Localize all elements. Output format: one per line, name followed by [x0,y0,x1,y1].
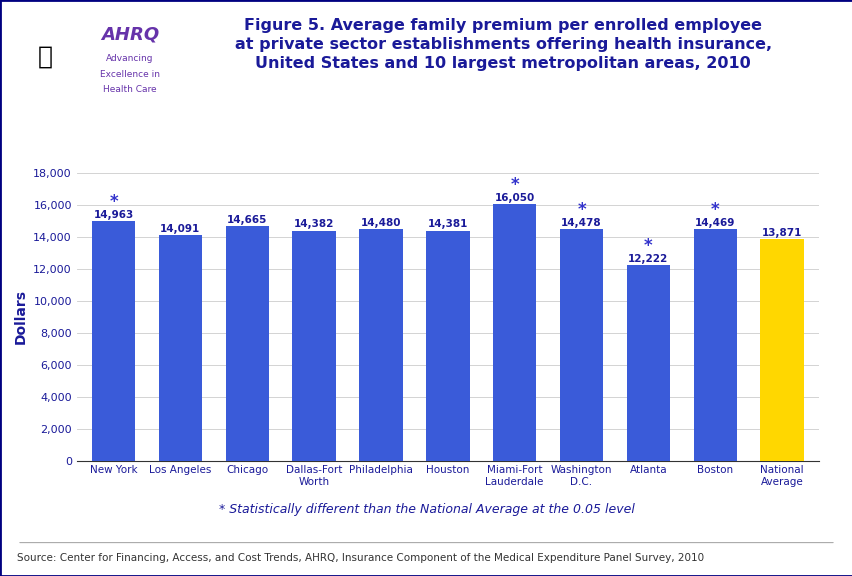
Text: *: * [109,194,118,211]
Text: Health Care: Health Care [103,85,157,94]
Bar [225,226,268,461]
Text: 14,091: 14,091 [160,224,200,234]
Text: 16,050: 16,050 [494,193,534,203]
Text: at private sector establishments offering health insurance,: at private sector establishments offerin… [234,37,771,52]
Text: 12,222: 12,222 [628,254,668,264]
Text: 14,382: 14,382 [294,219,334,229]
Text: *: * [577,201,585,219]
Text: 14,480: 14,480 [360,218,400,228]
Text: *: * [710,202,719,219]
Text: *: * [643,237,652,255]
Text: Advancing: Advancing [106,54,153,63]
Bar [359,229,402,461]
Text: 14,665: 14,665 [227,215,268,225]
Bar [426,231,469,461]
Bar [759,239,803,461]
Text: 14,381: 14,381 [427,219,468,229]
Text: Excellence in: Excellence in [100,70,160,78]
Text: 13,871: 13,871 [761,228,802,237]
Bar [626,265,670,461]
Bar [292,230,336,461]
Y-axis label: Dollars: Dollars [14,289,28,344]
Text: 14,478: 14,478 [561,218,602,228]
Bar [559,229,602,461]
Text: United States and 10 largest metropolitan areas, 2010: United States and 10 largest metropolita… [255,56,751,71]
Bar [693,229,736,461]
Text: Source: Center for Financing, Access, and Cost Trends, AHRQ, Insurance Component: Source: Center for Financing, Access, an… [17,552,704,563]
Text: *: * [509,176,518,194]
Text: Figure 5. Average family premium per enrolled employee: Figure 5. Average family premium per enr… [244,18,762,33]
Text: * Statistically different than the National Average at the 0.05 level: * Statistically different than the Natio… [218,503,634,516]
Text: 🦅: 🦅 [37,45,53,69]
Bar [158,236,202,461]
Text: AHRQ: AHRQ [101,25,159,43]
Bar [492,204,536,461]
Bar [92,221,135,461]
Text: 14,963: 14,963 [94,210,134,220]
Text: 14,469: 14,469 [694,218,734,228]
